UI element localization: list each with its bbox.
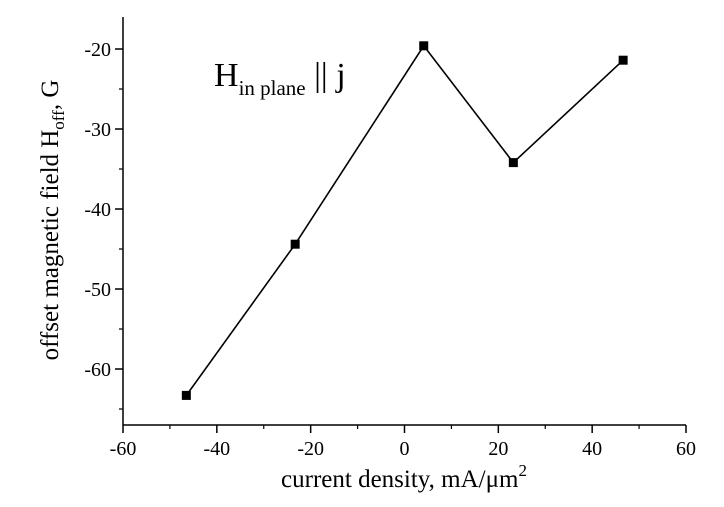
x-tick-label: 60 <box>676 438 696 460</box>
x-axis-label-superscript: 2 <box>518 461 527 480</box>
axes <box>122 17 686 426</box>
y-tick-label: -40 <box>84 199 111 221</box>
x-tick-label: 0 <box>400 438 410 460</box>
data-point <box>508 158 518 168</box>
x-axis-label: current density, mA/μm2 <box>281 461 527 493</box>
x-tick-label: -40 <box>203 438 230 460</box>
y-tick-label: -50 <box>84 279 111 301</box>
y-tick-label: -30 <box>84 119 111 141</box>
y-ticks: -60 -50 -40 -30 -20 <box>84 39 123 410</box>
x-tick-label: -20 <box>297 438 324 460</box>
series <box>181 41 628 400</box>
y-tick-label: -20 <box>84 39 111 61</box>
annotation-subscript: in plane <box>239 76 306 100</box>
data-point <box>419 41 429 51</box>
x-axis-label-text: current density, mA/μm <box>281 466 519 493</box>
y-axis-label-text: offset magnetic field H <box>37 130 64 361</box>
annotation-suffix: || j <box>306 57 346 94</box>
x-tick-label: 40 <box>582 438 602 460</box>
data-point <box>290 239 300 249</box>
y-axis-label: offset magnetic field Hoff, G <box>37 80 68 361</box>
x-tick-label: 20 <box>488 438 508 460</box>
annotation-label: Hin plane || j <box>214 57 346 100</box>
y-axis-label-subscript: off <box>49 110 68 130</box>
x-ticks: -60 -40 -20 0 20 40 60 <box>110 425 696 460</box>
data-point <box>181 390 191 400</box>
data-point <box>618 55 628 65</box>
annotation-main: H <box>214 57 239 94</box>
x-tick-label: -60 <box>110 438 137 460</box>
y-tick-label: -60 <box>84 359 111 381</box>
y-axis-label-suffix: , G <box>37 80 64 111</box>
